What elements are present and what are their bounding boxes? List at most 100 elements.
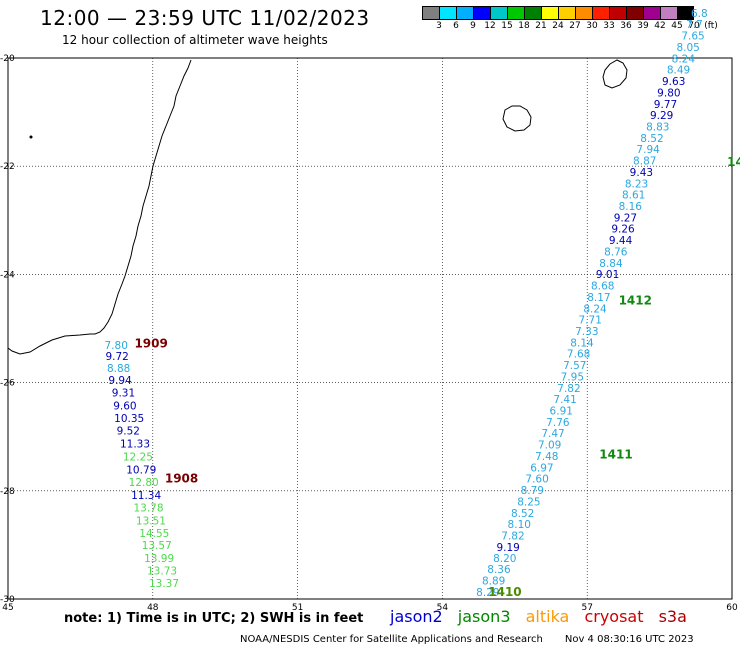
color-scale-swatch — [473, 6, 490, 20]
longitude-tick-label: 57 — [581, 603, 592, 613]
color-scale-swatch — [490, 6, 507, 20]
wave-height-value: 8.24 — [583, 303, 607, 315]
wave-height-value: 9.94 — [108, 375, 132, 387]
wave-height-value: 8.84 — [599, 258, 623, 270]
pass-number-label: 1411 — [599, 447, 632, 461]
wave-height-value: 11.33 — [120, 439, 150, 451]
longitude-tick-label: 51 — [292, 603, 303, 613]
legend-s3a: s3a — [658, 607, 687, 626]
wave-height-value: 7.48 — [535, 451, 558, 463]
wave-height-value: 8.10 — [508, 519, 531, 531]
wave-height-value: 8.76 — [604, 246, 628, 258]
color-scale-label: 33 — [603, 21, 615, 31]
pass-number-label: 14 — [727, 155, 740, 169]
wave-height-value: 8.17 — [587, 292, 610, 304]
color-scale-label: 12 — [484, 21, 496, 31]
wave-height-value: 7.82 — [501, 530, 524, 542]
wave-height-value: 9.80 — [657, 87, 680, 99]
color-scale-label: 24 — [552, 21, 564, 31]
wave-height-value: 13.57 — [142, 540, 172, 552]
wave-height-value: 8.05 — [676, 42, 699, 54]
longitude-tick-label: 60 — [726, 603, 738, 613]
wave-height-value: 8.20 — [493, 553, 516, 565]
legend-jason3: jason3 — [457, 607, 511, 626]
latitude-tick-label: -24 — [0, 270, 15, 280]
wave-height-value: 9.31 — [112, 388, 135, 400]
color-scale-swatch — [660, 6, 677, 20]
color-scale-swatch — [558, 6, 575, 20]
wave-height-value: 6.8 — [691, 8, 708, 20]
longitude-tick-label: 48 — [147, 603, 159, 613]
color-scale-swatch — [609, 6, 626, 20]
pass-number-label: 1908 — [165, 472, 198, 486]
footer: NOAA/NESDIS Center for Satellite Applica… — [240, 634, 694, 645]
latitude-tick-label: -28 — [0, 487, 15, 497]
wave-height-value: 8.36 — [487, 564, 511, 576]
color-scale-label: 70 — [688, 21, 700, 31]
lat-lon-grid — [7, 57, 733, 600]
footer-timestamp: Nov 4 08:30:16 UTC 2023 — [564, 634, 694, 645]
latitude-tick-label: -30 — [0, 595, 15, 605]
color-scale-label: 18 — [518, 21, 530, 31]
color-scale-label: 15 — [501, 21, 513, 31]
wave-height-value: 8.61 — [622, 190, 645, 202]
legend-cryosat: cryosat — [584, 607, 644, 626]
color-scale-label: 30 — [586, 21, 598, 31]
color-scale-label: (ft) — [704, 21, 718, 31]
pass-labels: 1909 1908 1412 1411 1410 14 — [134, 155, 740, 599]
wave-height-value: 9.72 — [105, 351, 128, 363]
satellite-legend: jason2 jason3 altika cryosat s3a — [390, 607, 697, 626]
color-scale-swatch — [626, 6, 643, 20]
axis-tick-labels: 45 48 51 54 57 60 -20 -22 -24 -26 -28 -30 — [0, 54, 738, 613]
wave-height-value: 8.68 — [591, 281, 614, 293]
wave-height-value: 7.95 — [561, 371, 584, 383]
color-scale-label: 36 — [620, 21, 632, 31]
color-scale-label: 27 — [569, 21, 581, 31]
wave-height-value: 8.24 — [672, 53, 696, 65]
wave-height-value: 8.88 — [107, 363, 130, 375]
wave-height-value: 7.82 — [557, 383, 580, 395]
color-scale-swatch — [541, 6, 558, 20]
color-scale-swatch — [524, 6, 541, 20]
wave-height-value: 8.23 — [625, 178, 648, 190]
wave-height-value: 7.47 — [541, 428, 564, 440]
color-scale-label: 3 — [436, 21, 442, 31]
wave-height-value: 8.25 — [517, 496, 540, 508]
latitude-tick-label: -20 — [0, 54, 15, 64]
legend-jason2: jason2 — [390, 607, 443, 626]
wave-height-value: 14.55 — [139, 528, 169, 540]
color-scale-swatch — [439, 6, 456, 20]
wave-height-value: 7.7 — [686, 19, 703, 31]
legend-altika: altika — [525, 607, 570, 626]
wave-height-value: 6.97 — [530, 462, 553, 474]
color-scale-swatch — [643, 6, 660, 20]
wave-height-value: 7.76 — [546, 417, 570, 429]
footer-source: NOAA/NESDIS Center for Satellite Applica… — [240, 634, 543, 645]
color-scale-label: 6 — [453, 21, 459, 31]
color-scale-label: 45 — [671, 21, 683, 31]
wave-height-value: 9.52 — [117, 426, 140, 438]
pass-number-label: 1412 — [619, 294, 652, 308]
wave-height-value: 9.43 — [630, 167, 653, 179]
wave-height-value: 8.87 — [633, 156, 656, 168]
wave-height-value: 8.83 — [646, 121, 669, 133]
color-scale-swatch — [422, 6, 439, 20]
pass-number-label: 1909 — [134, 336, 167, 350]
color-scale-swatches — [422, 6, 694, 20]
color-scale-swatch — [575, 6, 592, 20]
wave-height-value: 7.57 — [563, 360, 586, 372]
wave-height-value: 7.33 — [575, 326, 598, 338]
madagascar-coastline — [7, 59, 192, 355]
mauritius-island — [602, 59, 628, 89]
wave-height-value: 10.79 — [126, 464, 156, 476]
color-scale-label: 39 — [637, 21, 649, 31]
wave-height-value: 9.19 — [496, 542, 519, 554]
longitude-tick-label: 45 — [2, 603, 13, 613]
wave-height-value: 7.41 — [553, 394, 576, 406]
latitude-tick-label: -22 — [0, 162, 15, 172]
wave-height-value: 8.29 — [476, 587, 499, 599]
wave-height-value: 13.51 — [136, 515, 166, 527]
wave-height-value: 9.44 — [609, 235, 633, 247]
wave-height-value: 9.27 — [614, 212, 637, 224]
